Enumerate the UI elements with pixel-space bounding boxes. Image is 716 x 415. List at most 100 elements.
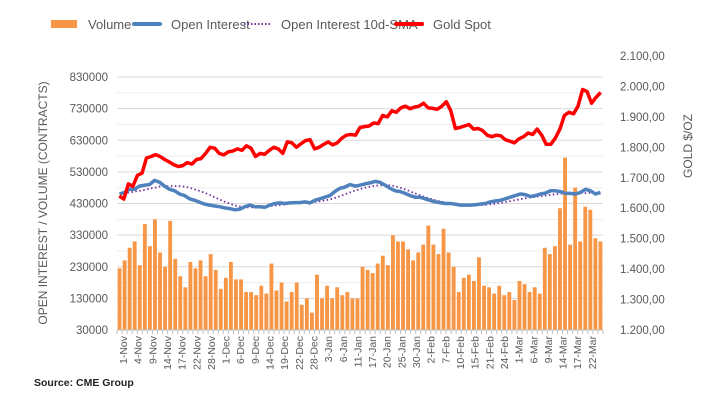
volume-bar	[213, 269, 218, 330]
x-tick-label: 17-Mar	[572, 336, 584, 370]
volume-bar	[203, 276, 208, 330]
x-tick-label: 7-Feb	[440, 336, 452, 364]
left-axis-label: OPEN INTEREST / VOLUME (CONTRACTS)	[36, 81, 50, 324]
right-tick-label: 1.200,00	[620, 325, 665, 337]
volume-bar	[547, 254, 552, 330]
volume-bar	[532, 287, 537, 330]
volume-bar	[315, 274, 319, 330]
volume-bar	[563, 157, 567, 330]
volume-bar	[168, 220, 173, 330]
right-tick-label: 1.400,00	[620, 264, 665, 276]
volume-bar	[244, 292, 249, 330]
volume-bar	[487, 287, 492, 330]
x-tick-label: 10-Feb	[455, 336, 467, 369]
x-tick-label: 11-Jan	[352, 336, 364, 367]
volume-bar	[299, 304, 304, 330]
legend-label-open-interest: Open Interest	[171, 17, 250, 32]
legend-label-sma: Open Interest 10d-SMA	[281, 17, 418, 32]
volume-bar	[502, 295, 507, 330]
volume-bar	[522, 284, 527, 330]
volume-bar	[593, 238, 598, 330]
volume-bar	[198, 260, 203, 330]
volume-bar	[208, 254, 213, 330]
volume-bar	[284, 301, 289, 330]
volume-bar	[132, 241, 137, 330]
right-axis-label: GOLD $/OZ	[681, 114, 695, 178]
volume-bar	[477, 257, 481, 330]
volume-bar	[512, 299, 517, 330]
volume-bar	[239, 279, 243, 330]
open-interest-line	[118, 178, 602, 212]
volume-bar	[122, 260, 127, 330]
volume-bar	[264, 293, 269, 330]
volume-bar	[274, 290, 279, 330]
volume-bar	[471, 280, 476, 330]
x-tick-label: 14-Mar	[558, 336, 570, 370]
left-tick-label: 630000	[70, 135, 108, 147]
volume-bar	[117, 268, 122, 330]
right-tick-label: 1.800,00	[620, 142, 665, 154]
right-tick-label: 1.700,00	[620, 173, 665, 185]
left-tick-label: 530000	[70, 167, 108, 179]
x-tick-label: 14-Dec	[265, 336, 277, 370]
volume-bar	[390, 235, 395, 330]
volume-bar	[406, 249, 411, 330]
volume-bar	[360, 266, 365, 330]
x-tick-label: 2-Feb	[426, 336, 438, 364]
x-tick-label: 6-Jan	[338, 336, 350, 362]
x-tick-label: 30-Jan	[411, 336, 423, 368]
volume-bar	[234, 279, 238, 330]
volume-bar	[578, 241, 583, 330]
right-tick-label: 1.500,00	[620, 234, 665, 246]
volume-bar	[127, 247, 132, 330]
volume-bar	[355, 298, 360, 330]
x-tick-label: 15-Feb	[470, 336, 482, 369]
x-tick-label: 9-Dec	[250, 336, 262, 364]
right-tick-label: 2.100,00	[620, 51, 665, 63]
x-tick-label: 6-Mar	[528, 335, 540, 363]
left-axis-ticks: 830000 730000 630000 530000 430000 330000 2300…	[70, 72, 108, 337]
volume-bar	[340, 295, 345, 330]
volume-bar	[436, 254, 441, 330]
x-tick-label: 9-Nov	[147, 335, 159, 364]
volume-bar	[583, 206, 588, 330]
volume-bar	[309, 312, 314, 330]
x-axis-ticks: 1-Nov 4-Nov 9-Nov 14-Nov 17-Nov 22-Nov 28-Nov 1…	[116, 329, 604, 370]
legend-swatch-volume	[51, 20, 77, 28]
left-tick-label: 330000	[70, 230, 108, 242]
volume-bar	[330, 298, 335, 330]
volume-bar	[183, 287, 188, 330]
left-tick-label: 430000	[70, 199, 108, 211]
source-note: Source: CME Group	[34, 377, 134, 389]
volume-bar	[335, 287, 340, 330]
series-lines	[118, 87, 602, 212]
volume-bar	[254, 295, 259, 330]
volume-bar	[552, 246, 557, 330]
x-tick-label: 4-Nov	[133, 335, 145, 364]
volume-bar	[446, 252, 451, 330]
volume-bar	[401, 241, 405, 330]
volume-bar	[365, 269, 370, 330]
legend-label-volume: Volume	[88, 17, 131, 32]
volume-bar	[137, 265, 142, 330]
right-tick-label: 1.300,00	[620, 295, 665, 307]
volume-bar	[497, 285, 502, 330]
x-tick-label: 20-Jan	[382, 336, 394, 368]
gold-spot-line	[118, 87, 602, 201]
volume-bar	[350, 298, 355, 330]
volume-bar	[411, 260, 416, 330]
volume-bar	[598, 241, 603, 330]
volume-bar	[249, 292, 254, 330]
x-tick-label: 17-Nov	[177, 335, 189, 370]
volume-bar	[279, 282, 284, 330]
x-tick-label: 22-Nov	[191, 335, 203, 370]
volume-bar	[441, 228, 446, 330]
left-tick-label: 730000	[70, 104, 108, 116]
volume-bar	[396, 241, 400, 330]
x-tick-label: 9-Mar	[543, 335, 555, 363]
x-tick-label: 22-Mar	[587, 336, 599, 370]
volume-bar	[542, 247, 547, 330]
left-tick-label: 230000	[70, 262, 108, 274]
volume-bar	[193, 268, 198, 330]
